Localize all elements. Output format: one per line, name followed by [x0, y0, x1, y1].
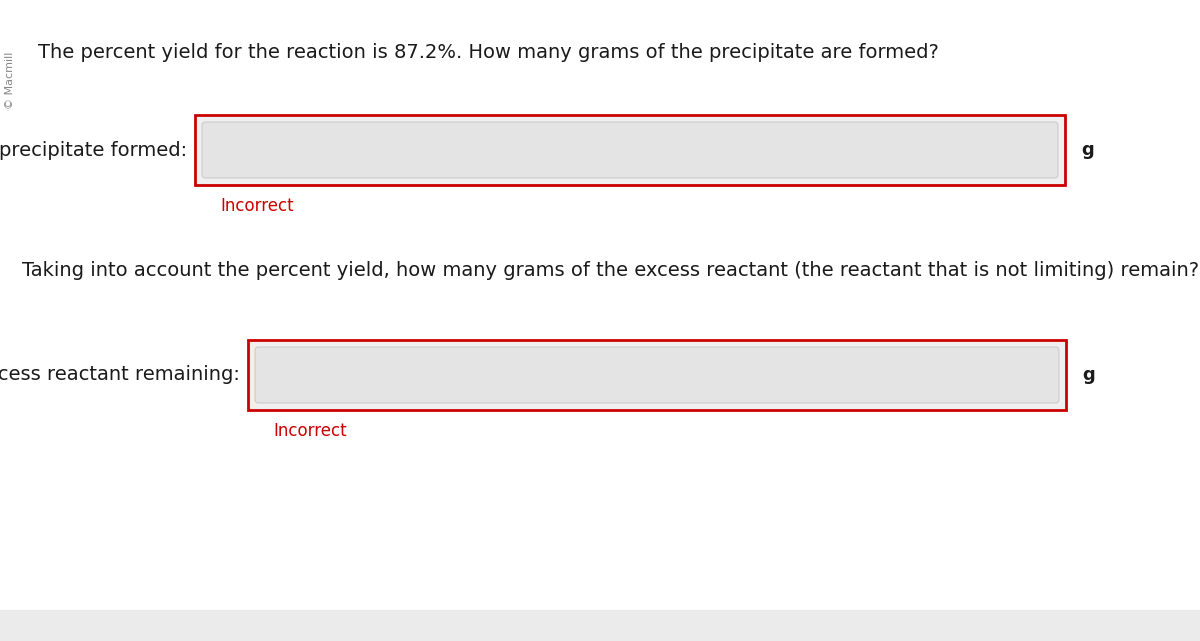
Text: Taking into account the percent yield, how many grams of the excess reactant (th: Taking into account the percent yield, h… [22, 260, 1199, 279]
FancyBboxPatch shape [248, 340, 1066, 410]
Text: g: g [1082, 366, 1094, 384]
Text: precipitate formed:: precipitate formed: [0, 140, 187, 160]
FancyBboxPatch shape [256, 347, 1060, 403]
Bar [0, 610, 1200, 641]
Text: Incorrect: Incorrect [274, 422, 347, 440]
Text: excess reactant remaining:: excess reactant remaining: [0, 365, 240, 385]
Text: Incorrect: Incorrect [220, 197, 294, 215]
FancyBboxPatch shape [202, 122, 1058, 178]
Text: © Macmill: © Macmill [5, 51, 16, 109]
Text: g: g [1081, 141, 1093, 159]
Text: The percent yield for the reaction is 87.2%. How many grams of the precipitate a: The percent yield for the reaction is 87… [38, 42, 938, 62]
FancyBboxPatch shape [194, 115, 1066, 185]
